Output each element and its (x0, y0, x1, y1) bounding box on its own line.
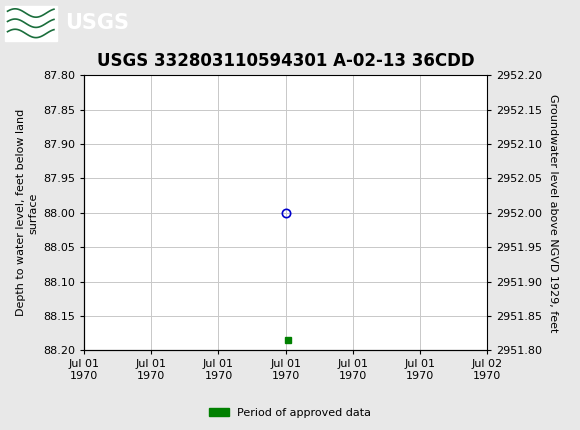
FancyBboxPatch shape (5, 6, 57, 41)
Text: USGS: USGS (65, 13, 129, 33)
Title: USGS 332803110594301 A-02-13 36CDD: USGS 332803110594301 A-02-13 36CDD (97, 52, 474, 70)
Y-axis label: Groundwater level above NGVD 1929, feet: Groundwater level above NGVD 1929, feet (548, 94, 558, 332)
Legend: Period of approved data: Period of approved data (204, 403, 376, 422)
Y-axis label: Depth to water level, feet below land
surface: Depth to water level, feet below land su… (16, 109, 39, 316)
